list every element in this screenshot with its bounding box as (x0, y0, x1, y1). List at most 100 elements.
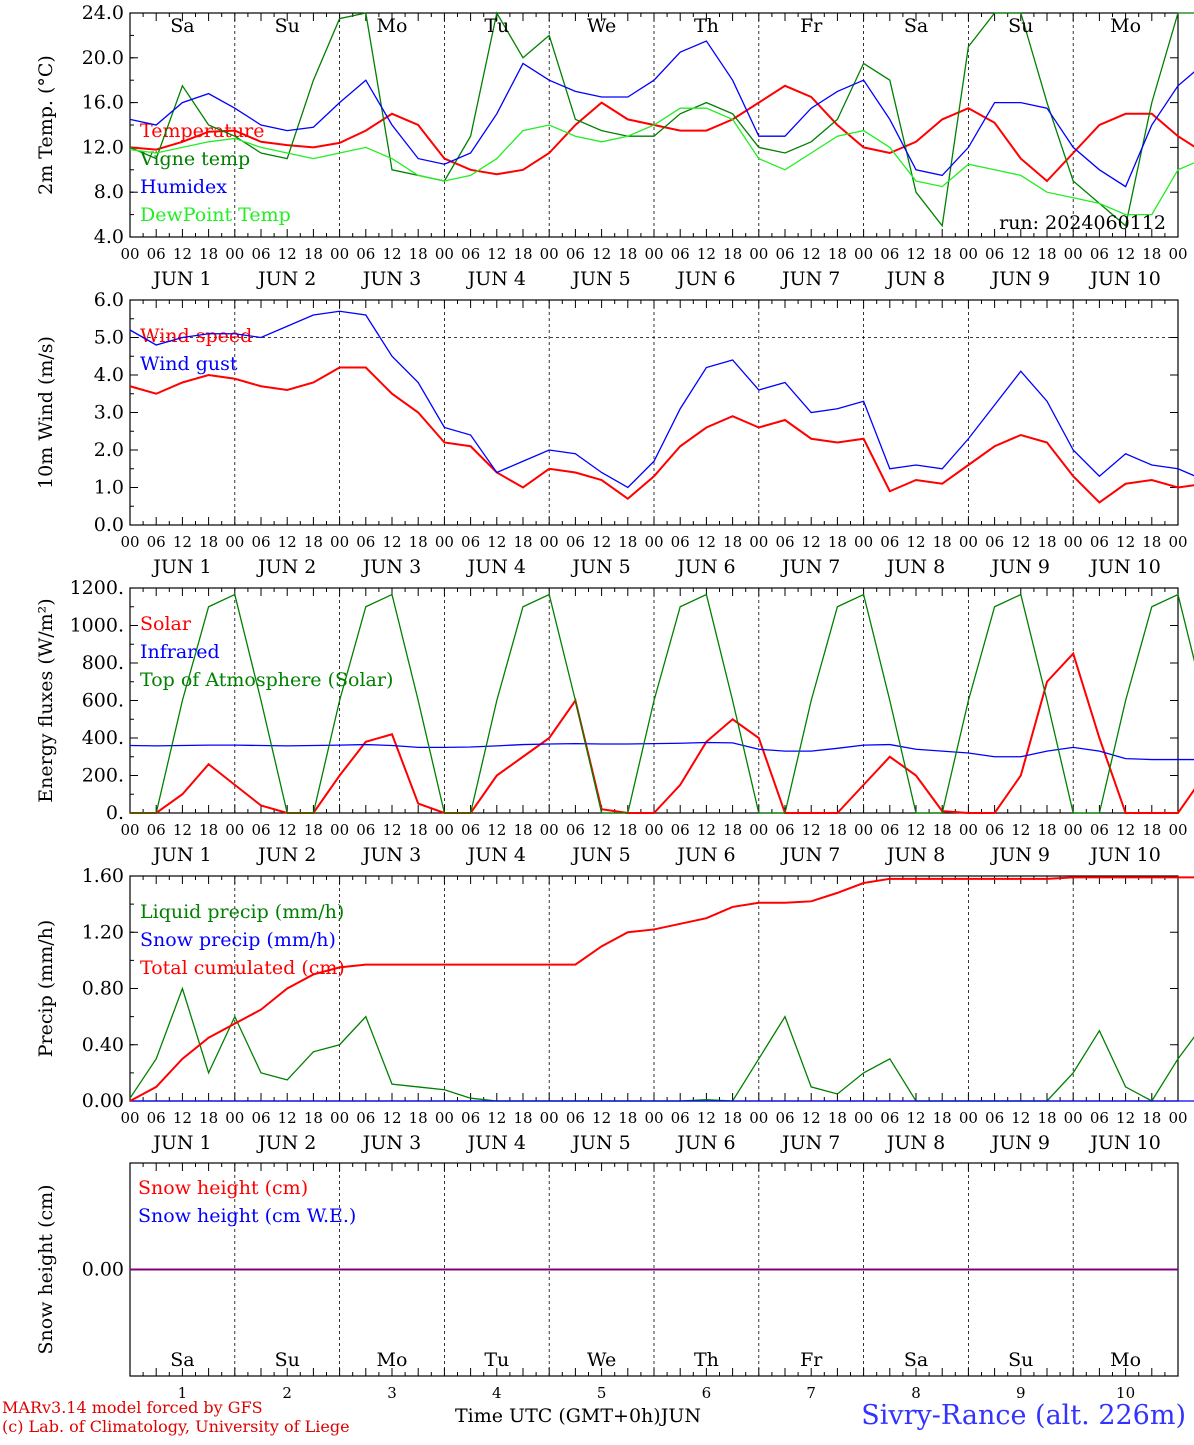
hour-label: 18 (1037, 821, 1056, 839)
hour-label: 00 (1168, 245, 1187, 263)
date-label: JUN 5 (570, 268, 630, 290)
hour-label: 00 (749, 1109, 768, 1127)
hour-label: 18 (409, 1109, 428, 1127)
weekday-label: Su (275, 1349, 300, 1371)
hour-label: 00 (435, 245, 454, 263)
date-label: JUN 6 (675, 268, 735, 290)
hour-label: 18 (723, 821, 742, 839)
hour-label: 18 (513, 1109, 532, 1127)
weekday-label: Th (694, 1349, 719, 1371)
y-tick-label: 400. (82, 727, 124, 749)
weekday-label: Sa (170, 1349, 194, 1371)
y-tick-label: 0.80 (82, 978, 124, 1000)
panel-4: 0.00 0.40 0.80 1.20 1.60 Precip (mm/h) Liquid … (35, 865, 1194, 1154)
hour-label: 12 (1116, 245, 1135, 263)
hour-label: 06 (251, 1109, 270, 1127)
hour-label: 06 (985, 821, 1004, 839)
hour-label: 00 (225, 821, 244, 839)
hour-label: 00 (959, 245, 978, 263)
hour-label: 00 (749, 533, 768, 551)
hour-label: 00 (1064, 1109, 1083, 1127)
hour-label: 18 (513, 821, 532, 839)
legend-entry: Total cumulated (cm) (140, 957, 345, 979)
hour-label: 00 (540, 245, 559, 263)
y-tick-label: 0.0 (94, 514, 124, 536)
hour-label: 12 (173, 533, 192, 551)
date-label: JUN 7 (780, 1132, 840, 1154)
hour-label: 00 (120, 245, 139, 263)
hour-label: 18 (1037, 245, 1056, 263)
hour-label: 06 (147, 533, 166, 551)
hour-label: 06 (671, 533, 690, 551)
weekday-label: Mo (377, 15, 408, 37)
hour-label: 00 (435, 821, 454, 839)
series-line-1 (129, 986, 1194, 1102)
hour-label: 00 (749, 821, 768, 839)
weekday-label: Sa (170, 15, 194, 37)
hour-label: 12 (802, 533, 821, 551)
weekday-label: Mo (1110, 1349, 1141, 1371)
hour-label: 00 (120, 1109, 139, 1127)
hour-label: 06 (1090, 1109, 1109, 1127)
y-tick-label: 4.0 (94, 364, 124, 386)
hour-label: 12 (1116, 533, 1135, 551)
weekday-label: Mo (1110, 15, 1141, 37)
panel-3: 0. 200. 400. 600. 800. 1000. 1200. Energy fluxe… (35, 577, 1194, 866)
plot-frame (129, 299, 1179, 526)
legend-entry: Liquid precip (mm/h) (140, 901, 344, 923)
hour-label: 12 (382, 1109, 401, 1127)
hour-label: 12 (802, 245, 821, 263)
hour-label: 06 (1090, 245, 1109, 263)
date-label: JUN 1 (151, 268, 211, 290)
legend-entry: Infrared (140, 641, 220, 663)
date-label: JUN 5 (570, 556, 630, 578)
hour-label: 00 (959, 1109, 978, 1127)
y-axis-label: Snow height (cm) (35, 1184, 57, 1354)
y-tick-label: 1.60 (82, 865, 124, 887)
series-line-1 (130, 651, 1194, 814)
day-number-label: 10 (1116, 1384, 1135, 1402)
date-label: JUN 7 (780, 268, 840, 290)
hour-label: 12 (173, 245, 192, 263)
hour-label: 12 (173, 821, 192, 839)
hour-label: 12 (697, 245, 716, 263)
hour-label: 18 (828, 245, 847, 263)
weekday-label: Su (1008, 15, 1033, 37)
day-number-label: 9 (1016, 1384, 1026, 1402)
hour-label: 06 (251, 533, 270, 551)
panel-2: 0.0 1.0 2.0 3.0 4.0 5.0 6.0 10m Wind (m/s) Wind … (35, 289, 1194, 578)
hour-label: 00 (1168, 1109, 1187, 1127)
date-label: JUN 10 (1088, 844, 1160, 866)
date-label: JUN 2 (256, 556, 316, 578)
hour-label: 06 (461, 821, 480, 839)
hour-label: 18 (513, 245, 532, 263)
date-label: JUN 8 (885, 1132, 945, 1154)
y-axis-label: 2m Temp. (°C) (35, 55, 57, 195)
hour-label: 18 (723, 245, 742, 263)
hour-label: 00 (854, 533, 873, 551)
hour-label: 00 (330, 245, 349, 263)
hour-label: 12 (278, 245, 297, 263)
hour-label: 18 (933, 821, 952, 839)
hour-label: 00 (330, 533, 349, 551)
hour-label: 18 (723, 1109, 742, 1127)
date-label: JUN 3 (361, 556, 421, 578)
date-label: JUN 7 (780, 556, 840, 578)
hour-label: 06 (356, 1109, 375, 1127)
hour-label: 00 (225, 245, 244, 263)
hour-label: 00 (540, 533, 559, 551)
y-axis-label: 10m Wind (m/s) (35, 336, 57, 489)
hour-label: 06 (985, 533, 1004, 551)
hour-label: 18 (304, 533, 323, 551)
hour-label: 06 (671, 1109, 690, 1127)
hour-label: 18 (618, 821, 637, 839)
hour-label: 00 (540, 821, 559, 839)
hour-label: 12 (592, 1109, 611, 1127)
hour-label: 12 (802, 1109, 821, 1127)
legend-entry: Wind gust (140, 353, 238, 375)
legend-entry: Solar (140, 613, 192, 635)
hour-label: 18 (1142, 1109, 1161, 1127)
date-label: JUN 5 (570, 844, 630, 866)
hour-label: 12 (487, 533, 506, 551)
hour-label: 18 (1142, 245, 1161, 263)
